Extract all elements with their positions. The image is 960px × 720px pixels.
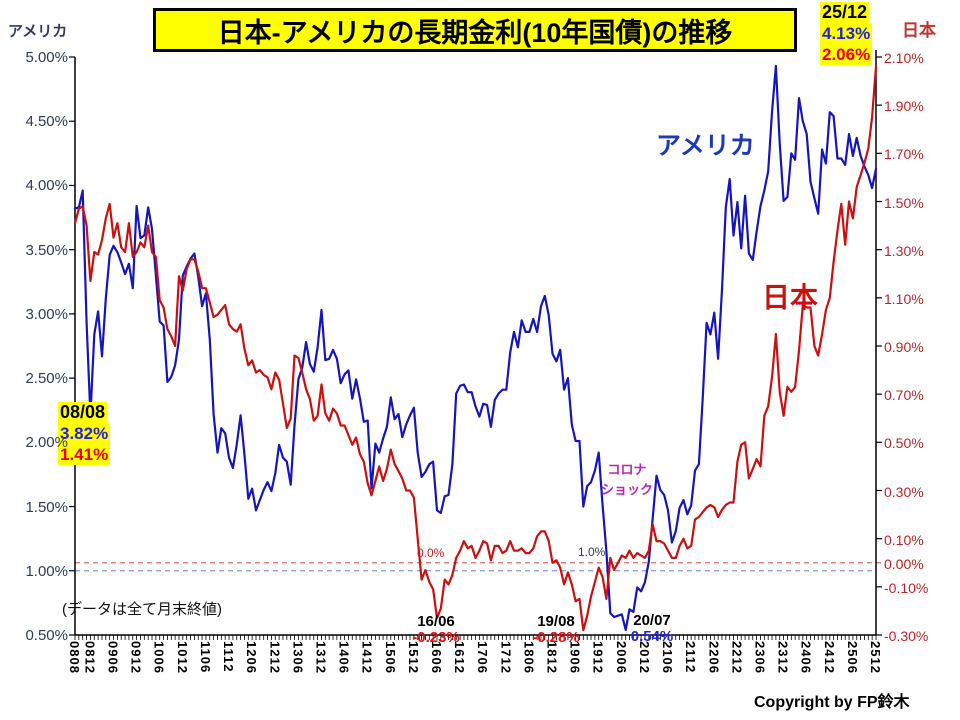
x-axis-tick-label: 1912 <box>590 641 606 674</box>
corona-shock-annotation: コロナ ショック <box>596 460 658 500</box>
right-axis-tick-label: 1.30% <box>884 242 924 259</box>
x-axis-tick-label: 2412 <box>821 641 837 674</box>
x-axis-tick-label: 1306 <box>290 641 306 674</box>
start-jp-value: 1.41% <box>58 444 111 465</box>
left-axis-tick-label: 1.50% <box>25 498 68 516</box>
right-axis-tick-label: 0.50% <box>884 435 924 452</box>
end-callout: 25/12 4.13% 2.06% <box>820 2 873 65</box>
x-axis-tick-label: 1206 <box>244 641 260 674</box>
trough-date: 20/07 <box>633 612 671 629</box>
right-axis-tick-label: 1.70% <box>884 146 924 163</box>
x-axis-tick-label: 1806 <box>521 641 537 674</box>
x-axis-tick-label: 2206 <box>706 641 722 674</box>
x-axis-tick-label: 1606 <box>428 641 444 674</box>
x-axis-tick-label: 0808 <box>67 641 82 674</box>
right-axis-tick-label: 1.10% <box>884 290 924 307</box>
footnote: (データは全て月末終値) <box>62 601 222 618</box>
x-axis-tick-label: 2306 <box>752 641 768 674</box>
x-axis-tick-label: 2006 <box>613 641 629 674</box>
x-axis-tick-label: 1012 <box>174 641 190 674</box>
series-line-america <box>73 64 878 632</box>
left-axis-tick-label: 3.00% <box>25 305 68 323</box>
series-label-japan: 日本 <box>762 282 819 313</box>
end-date: 25/12 <box>820 2 870 23</box>
x-axis-tick-label: 0812 <box>82 641 98 674</box>
x-axis-tick-label: 1112 <box>221 641 237 673</box>
trough-annotation-1606: 16/06 -0.23% <box>412 614 460 646</box>
right-axis-tick-label: 2.10% <box>884 50 924 66</box>
right-axis-tick-label: -0.30% <box>884 628 929 644</box>
left-axis-tick-label: 2.50% <box>25 370 68 388</box>
x-axis-tick-label: 2312 <box>775 641 791 674</box>
x-axis-tick-label: 2112 <box>683 641 699 674</box>
x-axis-tick-label: 1612 <box>452 641 468 674</box>
x-axis-tick-label: 2106 <box>660 641 676 674</box>
end-jp-value: 2.06% <box>820 44 873 65</box>
trough-date: 16/06 <box>417 613 455 630</box>
corona-line2: ショック <box>600 482 653 497</box>
right-axis-tick-label: 1.50% <box>884 194 924 211</box>
right-axis-tick-label: 0.90% <box>884 339 924 355</box>
series-line-japan <box>73 65 878 632</box>
corona-line1: コロナ <box>607 462 647 477</box>
start-us-value: 3.82% <box>58 423 111 444</box>
x-axis-tick-label: 0906 <box>105 641 121 674</box>
chart-title: 日本-アメリカの長期金利(10年国債)の推移 <box>153 8 797 52</box>
x-axis-tick-label: 2012 <box>636 641 652 674</box>
x-axis-tick-label: 1712 <box>498 641 514 674</box>
x-axis-tick-label: 1106 <box>197 641 213 674</box>
trough-value: 0.54% <box>630 628 674 645</box>
right-reference-line-label: 0.0% <box>417 546 445 560</box>
trough-annotation-1908: 19/08 -0.28% <box>532 614 580 646</box>
x-axis-tick-label: 1412 <box>359 641 375 674</box>
x-axis-tick-label: 1812 <box>544 641 560 674</box>
trough-date: 19/08 <box>537 613 575 630</box>
x-axis-tick-label: 1006 <box>151 641 167 674</box>
left-axis-tick-label: 5.00% <box>25 49 68 66</box>
x-axis-tick-label: 2506 <box>844 641 860 674</box>
right-axis-tick-label: 0.70% <box>884 387 924 404</box>
x-axis-tick-label: 1906 <box>567 641 583 674</box>
x-axis-tick-label: 1706 <box>475 641 491 674</box>
left-axis-tick-label: 0.50% <box>25 627 68 644</box>
x-axis-tick-label: 2512 <box>868 641 883 674</box>
left-axis-tick-label: 3.50% <box>25 241 68 259</box>
x-axis-tick-label: 2212 <box>729 641 745 674</box>
x-axis-tick-label: 1512 <box>405 641 421 674</box>
x-axis-tick-label: 2406 <box>798 641 814 674</box>
right-axis-tick-label: -0.10% <box>884 579 929 596</box>
right-axis-tick-label: 1.90% <box>884 98 924 115</box>
left-axis-tick-label: 2.00% <box>25 434 68 452</box>
x-axis-tick-label: 1506 <box>382 641 398 674</box>
x-axis-tick-label: 1406 <box>336 641 352 674</box>
right-axis-tick-label: 0.00% <box>884 555 924 572</box>
start-date: 08/08 <box>58 402 108 423</box>
trough-value: -0.28% <box>532 629 580 646</box>
copyright: Copyright by FP鈴木 <box>754 694 910 711</box>
trough-annotation-2007: 20/07 0.54% <box>631 613 674 645</box>
left-axis-tick-label: 4.50% <box>25 113 68 131</box>
x-axis-tick-label: 1212 <box>267 641 283 674</box>
left-axis-title: アメリカ <box>8 23 68 40</box>
trough-value: -0.23% <box>412 629 460 646</box>
right-axis-tick-label: 0.30% <box>884 483 924 500</box>
left-axis-tick-label: 4.00% <box>25 177 68 195</box>
x-axis-tick-label: 1312 <box>313 641 329 674</box>
series-label-america: アメリカ <box>656 132 755 160</box>
start-callout: 08/08 3.82% 1.41% <box>58 402 111 465</box>
end-us-value: 4.13% <box>820 23 873 44</box>
left-axis-tick-label: 1.00% <box>25 562 68 580</box>
left-reference-line-label: 1.0% <box>578 545 606 559</box>
right-axis-title: 日本 <box>902 21 936 40</box>
x-axis-tick-label: 0912 <box>128 641 144 674</box>
right-axis-tick-label: 0.10% <box>884 531 924 548</box>
